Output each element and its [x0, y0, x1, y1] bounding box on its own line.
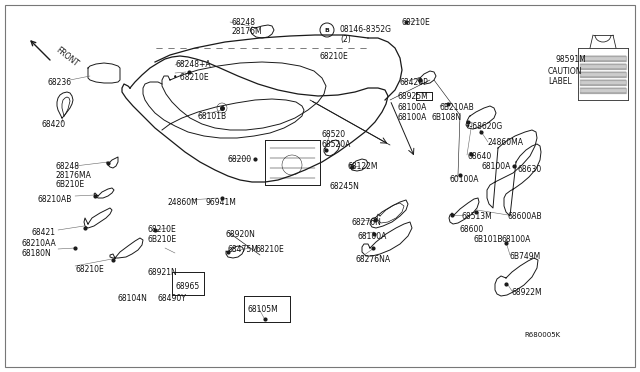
Text: 68640: 68640	[467, 152, 492, 161]
Text: 6B749M: 6B749M	[510, 252, 541, 261]
Text: 96941M: 96941M	[205, 198, 236, 207]
Text: 68100A: 68100A	[398, 103, 428, 112]
Text: 68248+A: 68248+A	[175, 60, 211, 69]
Text: 68100A: 68100A	[502, 235, 531, 244]
Text: 68925M: 68925M	[398, 92, 429, 101]
Text: 68101B: 68101B	[198, 112, 227, 121]
Text: 68475M: 68475M	[228, 245, 259, 254]
Text: 68965: 68965	[175, 282, 199, 291]
Text: 68122M: 68122M	[348, 162, 378, 171]
Text: 68236: 68236	[48, 78, 72, 87]
Text: CAUTION: CAUTION	[548, 67, 582, 76]
Text: 68630: 68630	[517, 165, 541, 174]
Text: 68276NA: 68276NA	[355, 255, 390, 264]
Text: 68920N: 68920N	[225, 230, 255, 239]
Text: R680005K: R680005K	[524, 332, 560, 338]
Text: 68104N: 68104N	[118, 294, 148, 303]
Text: 28176MA: 28176MA	[55, 171, 91, 180]
Text: 68210E: 68210E	[255, 245, 284, 254]
Text: 6B210E: 6B210E	[55, 180, 84, 189]
Text: 68600: 68600	[460, 225, 484, 234]
Text: 68513M: 68513M	[462, 212, 493, 221]
Text: B: B	[324, 28, 330, 32]
Text: 24860MA: 24860MA	[488, 138, 524, 147]
Text: 28176M: 28176M	[232, 27, 262, 36]
Text: 68245N: 68245N	[330, 182, 360, 191]
Text: 68210AA: 68210AA	[22, 239, 57, 248]
Text: 68520: 68520	[322, 130, 346, 139]
Text: 68180N: 68180N	[22, 249, 52, 258]
Text: 6B108N: 6B108N	[432, 113, 462, 122]
Text: LABEL: LABEL	[548, 77, 572, 86]
Text: 68922M: 68922M	[512, 288, 543, 297]
Text: 60100A: 60100A	[450, 175, 479, 184]
Text: 68420P: 68420P	[400, 78, 429, 87]
Text: 68420: 68420	[42, 120, 66, 129]
Text: 68210E: 68210E	[402, 18, 431, 27]
Text: 68100A: 68100A	[482, 162, 511, 171]
Text: 68276N: 68276N	[352, 218, 382, 227]
Text: • 68210E: • 68210E	[173, 73, 209, 82]
Text: •-68620G: •-68620G	[466, 122, 503, 131]
Text: 68248: 68248	[232, 18, 256, 27]
Text: FRONT: FRONT	[54, 45, 80, 68]
Text: 68248: 68248	[55, 162, 79, 171]
Text: 6B101B: 6B101B	[474, 235, 504, 244]
Text: (2): (2)	[340, 35, 351, 44]
Text: 6B210E: 6B210E	[148, 235, 177, 244]
Text: 68210E: 68210E	[148, 225, 177, 234]
Text: 68520A: 68520A	[322, 140, 351, 149]
Text: 68421: 68421	[32, 228, 56, 237]
Text: 68210AB: 68210AB	[38, 195, 72, 204]
Text: 68100A: 68100A	[398, 113, 428, 122]
Text: 68921N: 68921N	[148, 268, 178, 277]
Text: 68210E: 68210E	[320, 52, 349, 61]
Text: 68210E: 68210E	[75, 265, 104, 274]
Text: 24860M: 24860M	[168, 198, 199, 207]
Text: 68105M: 68105M	[248, 305, 279, 314]
Text: 68200: 68200	[228, 155, 252, 164]
Text: 6B210AB: 6B210AB	[440, 103, 475, 112]
Text: 68100A: 68100A	[358, 232, 387, 241]
Text: 68490Y: 68490Y	[158, 294, 187, 303]
Text: 08146-8352G: 08146-8352G	[340, 25, 392, 34]
Text: 98591M: 98591M	[555, 55, 586, 64]
Text: 68600AB: 68600AB	[508, 212, 543, 221]
